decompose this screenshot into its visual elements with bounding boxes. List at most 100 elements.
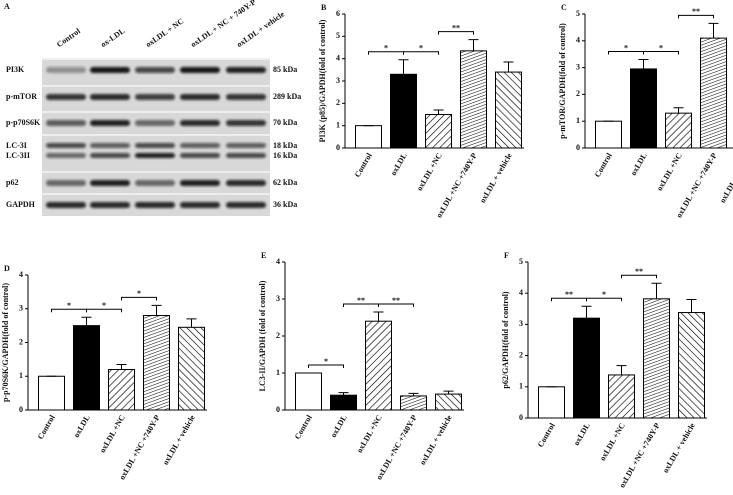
x-tick-label: oxLDL +NC +740Y-P bbox=[434, 151, 479, 219]
significance-bracket bbox=[678, 14, 714, 19]
band bbox=[135, 120, 175, 126]
x-tick-label: oxLDL +NC bbox=[415, 151, 444, 192]
blot-membrane bbox=[42, 58, 270, 216]
band bbox=[135, 143, 175, 148]
y-tick-label: 2 bbox=[576, 89, 580, 98]
x-tick-label: oxLDL bbox=[72, 413, 92, 439]
x-tick-label: oxLDL + vehicle bbox=[478, 151, 514, 204]
error-bar bbox=[651, 282, 662, 299]
panel-label: C bbox=[561, 3, 567, 12]
y-tick-label: 2 bbox=[336, 98, 340, 107]
band bbox=[90, 120, 130, 126]
error-bar bbox=[408, 392, 419, 396]
error-bar bbox=[151, 304, 162, 316]
x-tick-label: oxLDL bbox=[329, 413, 349, 439]
y-axis-label: p-mTOR/GAPDH(fold of control) bbox=[558, 23, 567, 139]
x-tick-label: oxLDL +NC +740Y-P bbox=[117, 413, 162, 481]
y-tick-label: 4 bbox=[576, 36, 580, 45]
panel-label: A bbox=[4, 2, 10, 11]
error-bar bbox=[638, 59, 649, 69]
band bbox=[135, 202, 175, 208]
row-size: 70 kDa bbox=[273, 118, 297, 127]
x-tick-label: Control bbox=[293, 413, 314, 441]
significance-bracket bbox=[121, 296, 157, 301]
lane-label: oxLDL + NC bbox=[144, 16, 185, 49]
band bbox=[90, 94, 130, 100]
y-tick-label: 6 bbox=[336, 9, 340, 18]
band bbox=[180, 120, 220, 126]
band bbox=[46, 202, 86, 208]
bar bbox=[630, 68, 657, 149]
x-tick-label: oxLDL +NC bbox=[655, 151, 684, 192]
bar bbox=[495, 71, 522, 149]
row-label: p-p70S6K bbox=[6, 118, 41, 127]
y-axis-label: LC3-II/GAPDH (fold of control) bbox=[258, 280, 267, 391]
band bbox=[46, 180, 86, 186]
error-bar bbox=[186, 318, 197, 328]
band bbox=[135, 153, 175, 158]
band bbox=[226, 143, 266, 148]
x-tick-label: Control bbox=[536, 421, 557, 449]
x-tick-label: oxLDL +NC +740Y-P bbox=[617, 421, 662, 489]
band bbox=[46, 67, 86, 73]
row-label: PI3K bbox=[6, 65, 25, 74]
bar bbox=[330, 394, 357, 411]
x-tick-label: oxLDL + vehicle bbox=[161, 413, 197, 466]
y-tick-label: 1 bbox=[336, 120, 340, 129]
y-axis-label: p-p70S6K/GAPDH(fold of control) bbox=[1, 283, 10, 402]
row-size: 289 kDa bbox=[273, 92, 301, 101]
bar bbox=[665, 112, 692, 149]
error-bar bbox=[443, 390, 454, 395]
y-tick-label: 0 bbox=[336, 143, 340, 152]
row-size: 18 kDa bbox=[273, 141, 297, 150]
y-tick-label: 5 bbox=[519, 257, 523, 266]
bar bbox=[643, 298, 670, 419]
error-bar bbox=[503, 61, 514, 73]
significance-bracket bbox=[403, 51, 439, 55]
band bbox=[135, 94, 175, 100]
significance-label: * bbox=[419, 44, 423, 53]
significance-bracket bbox=[438, 31, 474, 35]
bar bbox=[400, 395, 427, 411]
x-tick-label: oxLDL bbox=[389, 151, 409, 177]
y-tick-label: 4 bbox=[336, 53, 340, 62]
y-tick-label: 1 bbox=[19, 371, 23, 380]
lane-label: oxLDL + vehicle bbox=[235, 9, 287, 49]
y-tick-label: 4 bbox=[19, 270, 23, 279]
band bbox=[46, 94, 86, 100]
band bbox=[180, 67, 220, 73]
x-tick-label: oxLDL +NC +740Y-P bbox=[374, 413, 419, 481]
row-label: p62 bbox=[6, 178, 18, 187]
bar bbox=[355, 125, 382, 149]
row-label: GAPDH bbox=[6, 200, 36, 209]
y-tick-label: 3 bbox=[576, 62, 580, 71]
x-tick-label: oxLDL bbox=[629, 151, 649, 177]
significance-label: ** bbox=[357, 296, 365, 305]
row-size: 36 kDa bbox=[273, 200, 297, 209]
x-tick-label: oxLDL +NC bbox=[98, 413, 127, 454]
y-tick-label: 0 bbox=[576, 143, 580, 152]
y-tick-label: 1 bbox=[276, 368, 280, 377]
significance-label: ** bbox=[452, 24, 460, 33]
y-tick-label: 2 bbox=[19, 337, 23, 346]
y-tick-label: 0 bbox=[519, 413, 523, 422]
significance-label: * bbox=[67, 301, 71, 310]
significance-bracket bbox=[586, 297, 622, 302]
error-bar bbox=[673, 107, 684, 114]
significance-label: ** bbox=[692, 7, 700, 16]
error-bar bbox=[338, 392, 349, 396]
x-tick-label: oxLDL + vehicle bbox=[418, 413, 454, 466]
row-size: 16 kDa bbox=[273, 151, 297, 160]
error-bar bbox=[581, 305, 592, 319]
y-tick-label: 1 bbox=[519, 382, 523, 391]
x-tick-label: Control bbox=[353, 151, 374, 179]
x-tick-label: oxLDL + vehicle bbox=[661, 421, 697, 474]
panel-label: E bbox=[261, 251, 266, 260]
bar bbox=[73, 325, 100, 411]
error-bar bbox=[81, 316, 92, 326]
band bbox=[46, 153, 86, 158]
row-label: p-mTOR bbox=[6, 92, 37, 101]
significance-label: * bbox=[602, 290, 606, 299]
bar bbox=[38, 375, 65, 411]
band bbox=[90, 202, 130, 208]
